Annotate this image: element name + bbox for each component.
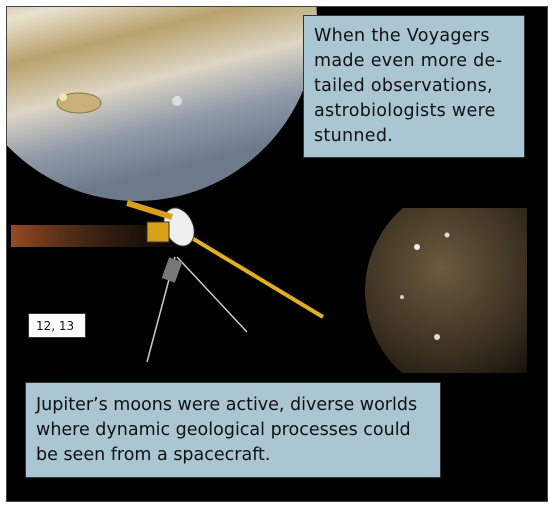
- crater: [414, 244, 420, 250]
- page-label: 12, 13: [28, 313, 86, 338]
- caption-line: made even more de-: [314, 49, 514, 74]
- frame: When the Voyagersmade even more de-taile…: [0, 0, 554, 508]
- caption-line: where dynamic geological processes could: [36, 418, 430, 443]
- antenna: [177, 257, 247, 332]
- jupiter: [7, 7, 317, 201]
- callisto: [365, 181, 547, 401]
- caption-line: stunned.: [314, 124, 514, 149]
- spacecraft: [127, 203, 323, 362]
- small-moon: [172, 96, 182, 106]
- caption-line: astrobiologists were: [314, 99, 514, 124]
- boom: [177, 229, 323, 317]
- page: When the Voyagersmade even more de-taile…: [0, 0, 554, 508]
- caption-line: be seen from a spacecraft.: [36, 443, 430, 468]
- caption-line: When the Voyagers: [314, 24, 514, 49]
- moon-shadow: [59, 93, 67, 101]
- rtg: [162, 257, 183, 282]
- caption-line: Jupiter’s moons were active, diverse wor…: [36, 393, 430, 418]
- bus: [147, 222, 169, 242]
- crater: [400, 295, 404, 299]
- crater: [445, 233, 450, 238]
- moon-group: [365, 181, 547, 401]
- scan-platform: [127, 203, 172, 217]
- crater: [434, 334, 440, 340]
- caption-line: tailed observations,: [314, 74, 514, 99]
- bottom-caption: Jupiter’s moons were active, diverse wor…: [25, 382, 441, 478]
